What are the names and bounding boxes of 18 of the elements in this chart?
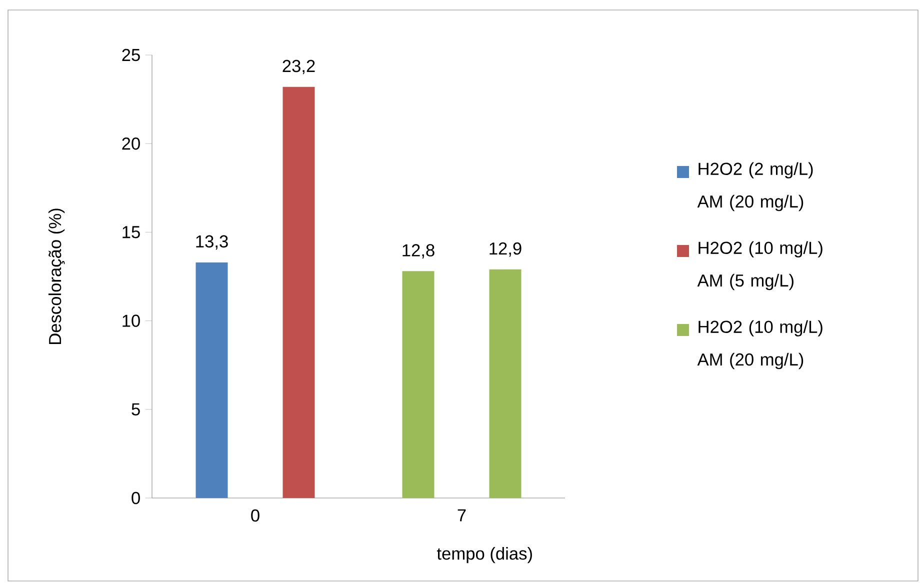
- legend-label: H2O2 (10 mg/L) AM (5 mg/L): [697, 241, 822, 290]
- data-label: 12,8: [402, 244, 434, 258]
- data-label: 13,3: [196, 235, 228, 250]
- y-tick-label: 10: [122, 314, 140, 327]
- bar: [196, 262, 228, 498]
- data-label: 23,2: [282, 60, 315, 74]
- legend-label: H2O2 (2 mg/L) AM (20 mg/L): [697, 162, 813, 212]
- data-label: 12,9: [490, 242, 522, 257]
- legend-label: H2O2 (10 mg/L) AM (20 mg/L): [697, 320, 822, 370]
- bar: [282, 86, 315, 498]
- y-axis-title: Descoloração (%): [48, 208, 65, 344]
- y-tick-label: 25: [122, 48, 140, 62]
- y-tick-label: 0: [132, 492, 140, 504]
- y-tick-label: 5: [132, 403, 140, 416]
- x-axis-title: tempo (dias): [436, 547, 532, 564]
- y-tick-label: 20: [122, 137, 140, 150]
- y-tick-label: 15: [122, 226, 140, 238]
- x-tick-label: 7: [458, 509, 466, 522]
